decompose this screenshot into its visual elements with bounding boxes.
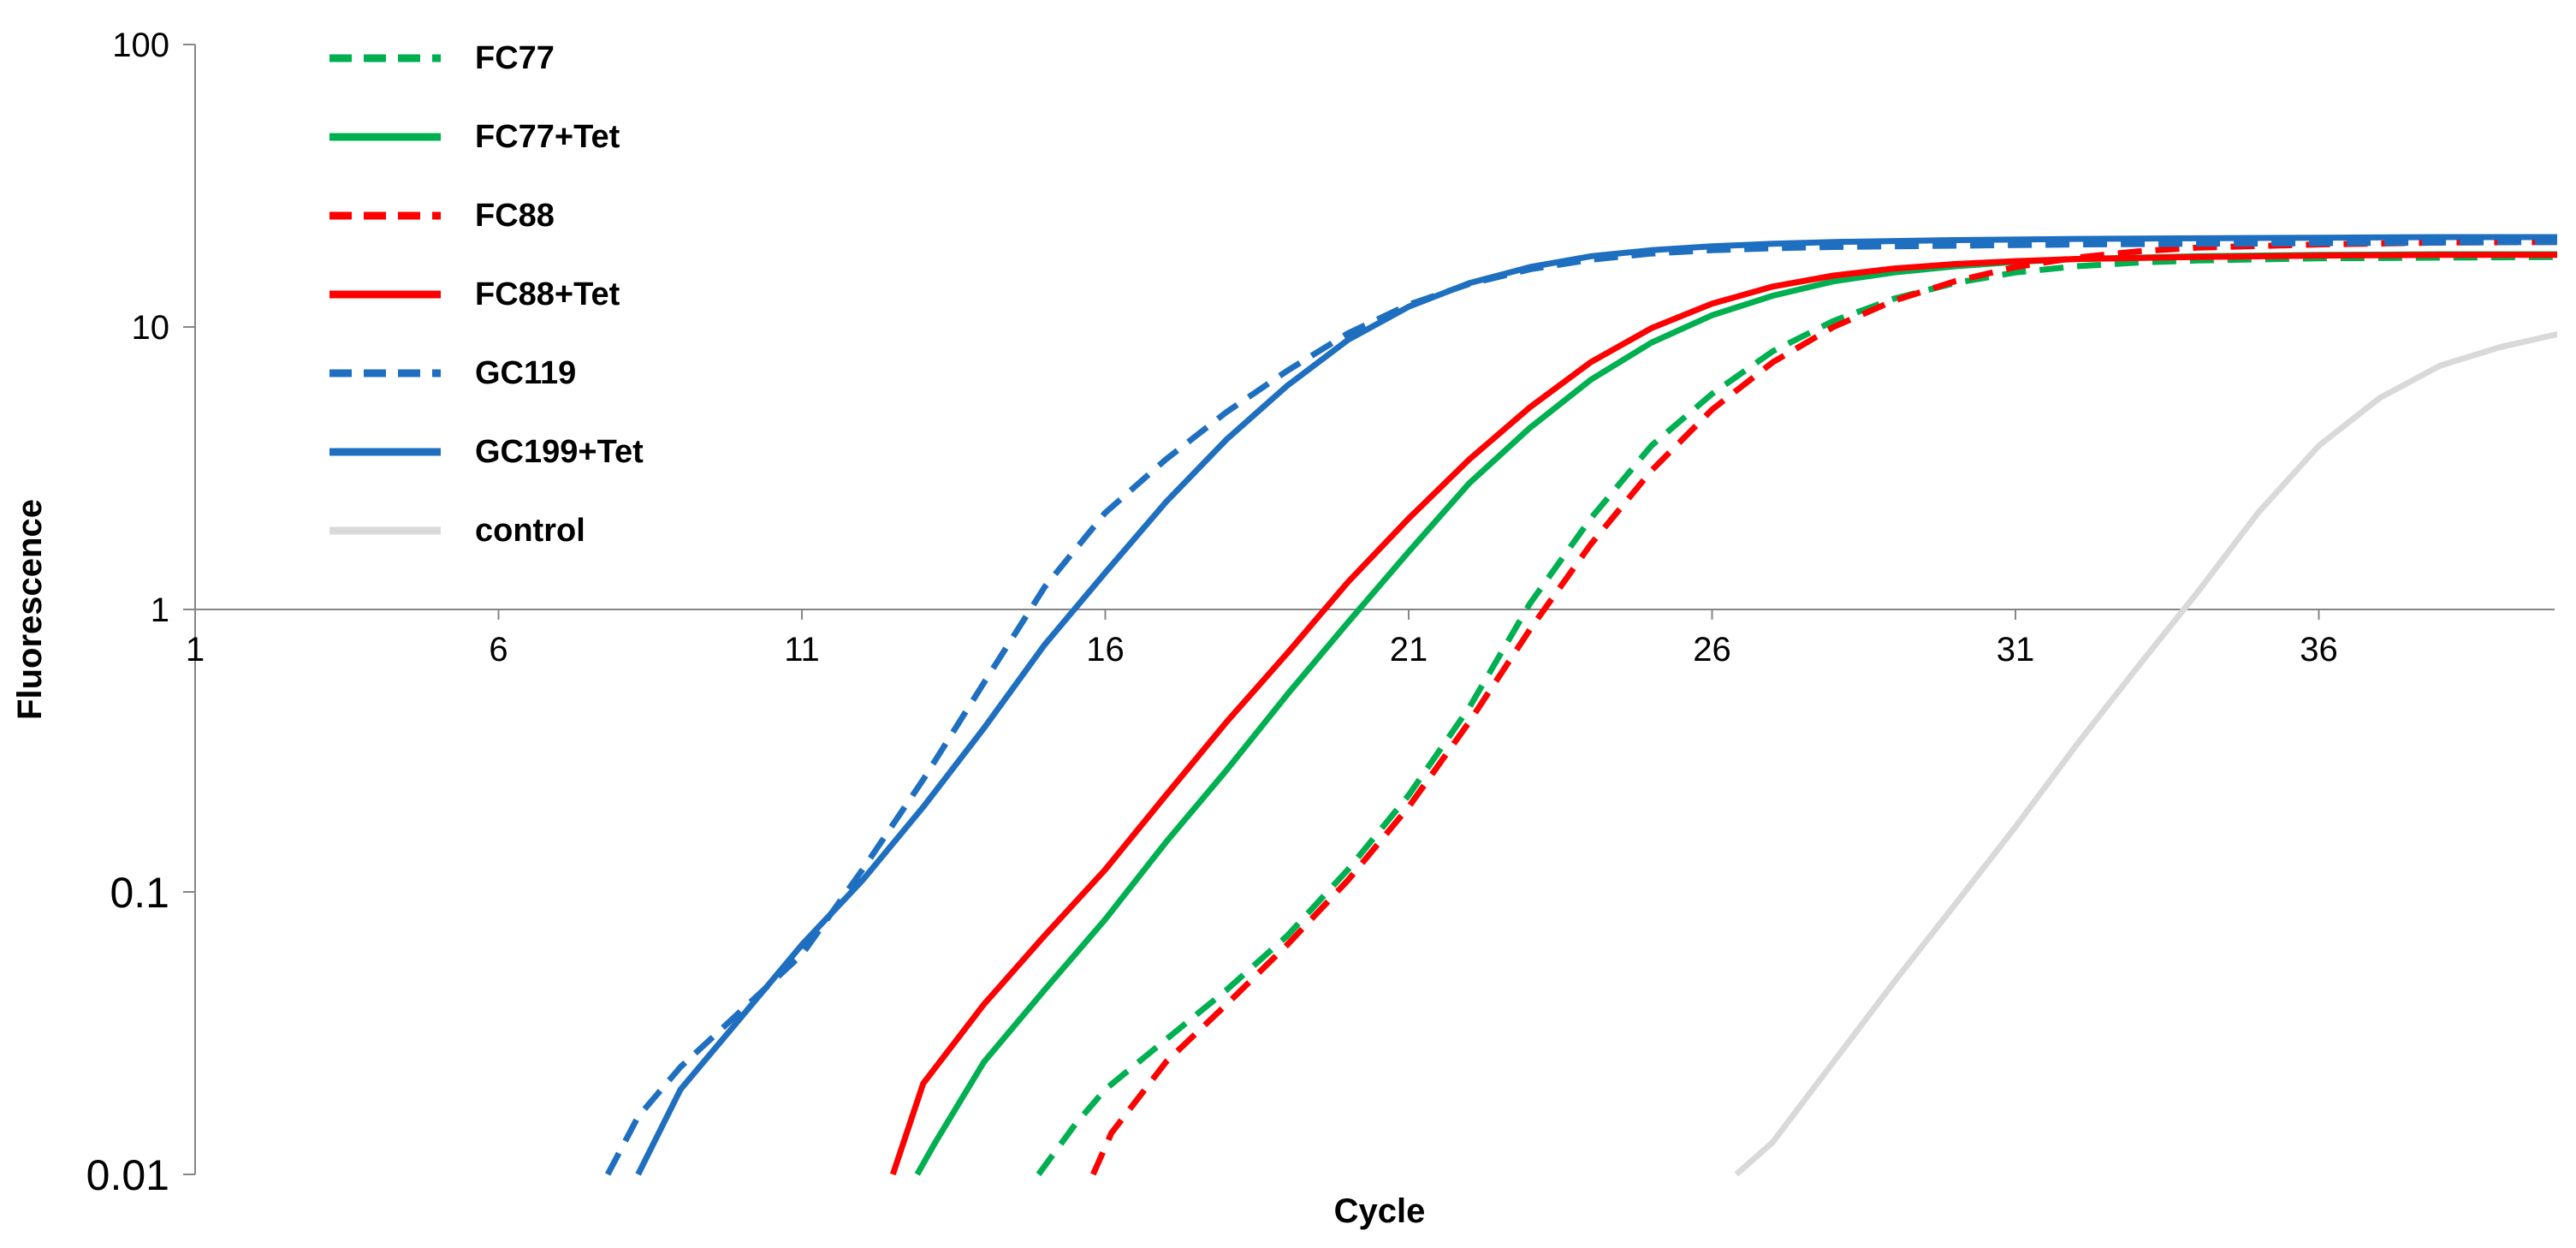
- y-axis-title: Fluorescence: [11, 499, 49, 720]
- legend-label: GC199+Tet: [475, 434, 644, 470]
- series-line-gc199-tet: [635, 234, 2557, 1176]
- x-tick-label: 31: [1997, 631, 2035, 669]
- legend-label: FC88+Tet: [475, 276, 620, 312]
- series-line-fc77: [1036, 253, 2557, 1177]
- series-line-fc88-tet: [889, 252, 2557, 1176]
- legend-label: GC119: [475, 355, 576, 391]
- x-tick-label: 6: [489, 631, 507, 669]
- series-line-control: [1734, 330, 2557, 1177]
- axes-layer: [183, 44, 2555, 1175]
- legend-label: FC77+Tet: [475, 119, 620, 155]
- legend: FC77 FC77+Tet FC88 FC88+Tet GC119 GC199+Tet co…: [329, 40, 644, 549]
- x-tick-label: 11: [784, 631, 820, 669]
- x-tick-label: 21: [1390, 631, 1428, 669]
- series-layer: [605, 234, 2557, 1177]
- x-tick-label: 26: [1693, 631, 1731, 669]
- x-axis-title: Cycle: [1334, 1192, 1426, 1230]
- series-line-fc77-tet: [914, 251, 2557, 1176]
- series-line-fc88: [1090, 239, 2557, 1176]
- y-tick-label: 0.01: [86, 1151, 169, 1199]
- x-tick-label: 36: [2300, 631, 2338, 669]
- y-tick-label: 10: [132, 309, 170, 347]
- legend-label: FC88: [475, 198, 555, 234]
- y-tick-label: 100: [112, 27, 169, 64]
- legend-label: control: [475, 513, 585, 549]
- x-tick-label: 1: [186, 631, 205, 669]
- y-tick-label: 0.1: [110, 869, 169, 917]
- y-tick-label: 1: [151, 591, 169, 629]
- x-tick-label: 16: [1086, 631, 1125, 669]
- legend-label: FC77: [475, 40, 555, 76]
